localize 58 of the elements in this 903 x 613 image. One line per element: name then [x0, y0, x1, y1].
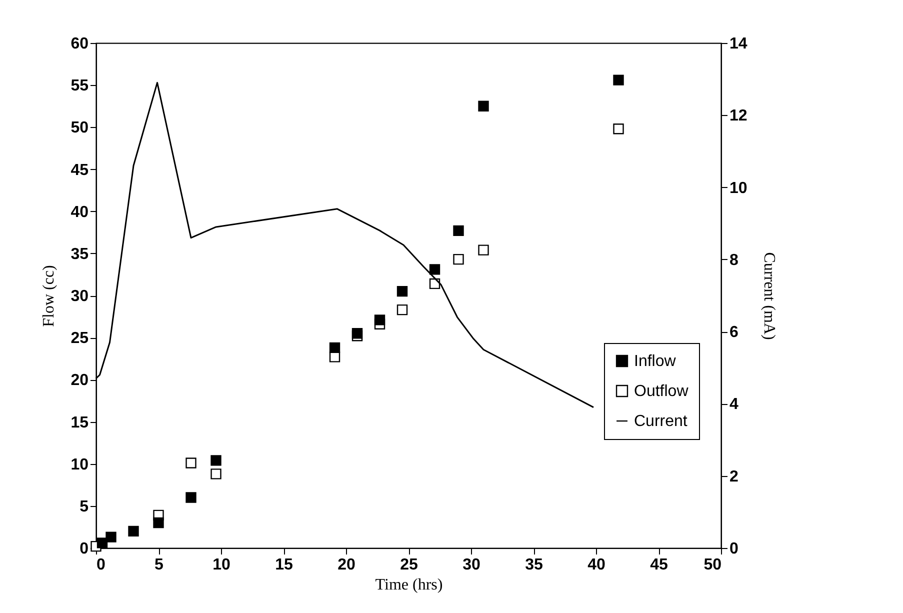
y-tick-label: 55 — [70, 78, 89, 95]
point — [186, 492, 196, 503]
y2-tick-label: 6 — [730, 324, 738, 342]
point — [396, 304, 408, 316]
y-tick-label: 40 — [70, 204, 89, 221]
point — [613, 74, 624, 86]
y-tick-label: 15 — [70, 414, 89, 432]
legend-label: Current — [634, 413, 688, 430]
legend-label: Inflow — [634, 353, 676, 370]
y-tick-label: 35 — [70, 246, 89, 263]
x-tick-label: 15 — [275, 556, 293, 574]
y-tick-label: 0 — [80, 540, 89, 558]
point — [613, 124, 624, 134]
point — [96, 538, 108, 548]
x-tick-label: 40 — [588, 556, 606, 574]
y2-tick-label: 4 — [730, 396, 738, 414]
x-tick-label: 5 — [154, 556, 164, 574]
y-tick-label: 5 — [80, 498, 89, 516]
y2-tick-label: 0 — [730, 540, 738, 558]
x-tick-label: 25 — [400, 556, 418, 574]
x-tick-label: 0 — [96, 556, 106, 574]
y-tick-label: 30 — [70, 288, 89, 305]
y2-axis-title: Current (mA) — [760, 252, 778, 340]
y-tick-label: 60 — [70, 36, 89, 52]
y-tick-label: 20 — [70, 372, 89, 390]
y2-tick-label: 10 — [730, 180, 748, 197]
point — [128, 526, 139, 537]
legend-label: Outflow — [634, 383, 689, 400]
y-axis-title: Flow (cc) — [40, 265, 58, 327]
point — [329, 342, 340, 354]
y2-tick-label: 12 — [730, 108, 748, 125]
point — [374, 314, 386, 326]
x-tick-label: 20 — [338, 556, 356, 574]
y-tick-label: 10 — [70, 456, 89, 474]
y-tick-label: 25 — [70, 330, 89, 348]
point — [453, 225, 464, 236]
y2-tick-label: 14 — [730, 36, 748, 52]
point — [429, 264, 440, 275]
x-tick-label: 30 — [462, 556, 480, 574]
y2-tick-label: 8 — [730, 252, 738, 269]
point — [210, 455, 222, 466]
x-tick-label: 50 — [704, 556, 722, 574]
x-tick-label: 35 — [525, 556, 543, 574]
point — [396, 286, 408, 297]
point — [210, 468, 222, 480]
point — [186, 458, 196, 468]
point — [453, 254, 464, 265]
y-tick-label: 50 — [70, 120, 89, 137]
point — [478, 244, 489, 256]
x-axis-title: Time (hrs) — [375, 576, 443, 594]
y2-tick-label: 2 — [730, 468, 738, 486]
point — [478, 100, 489, 112]
point — [106, 532, 116, 542]
y-tick-label: 45 — [70, 162, 89, 179]
x-tick-label: 10 — [212, 556, 230, 574]
x-tick-label: 45 — [650, 556, 668, 574]
point — [352, 328, 363, 339]
point — [153, 517, 164, 528]
